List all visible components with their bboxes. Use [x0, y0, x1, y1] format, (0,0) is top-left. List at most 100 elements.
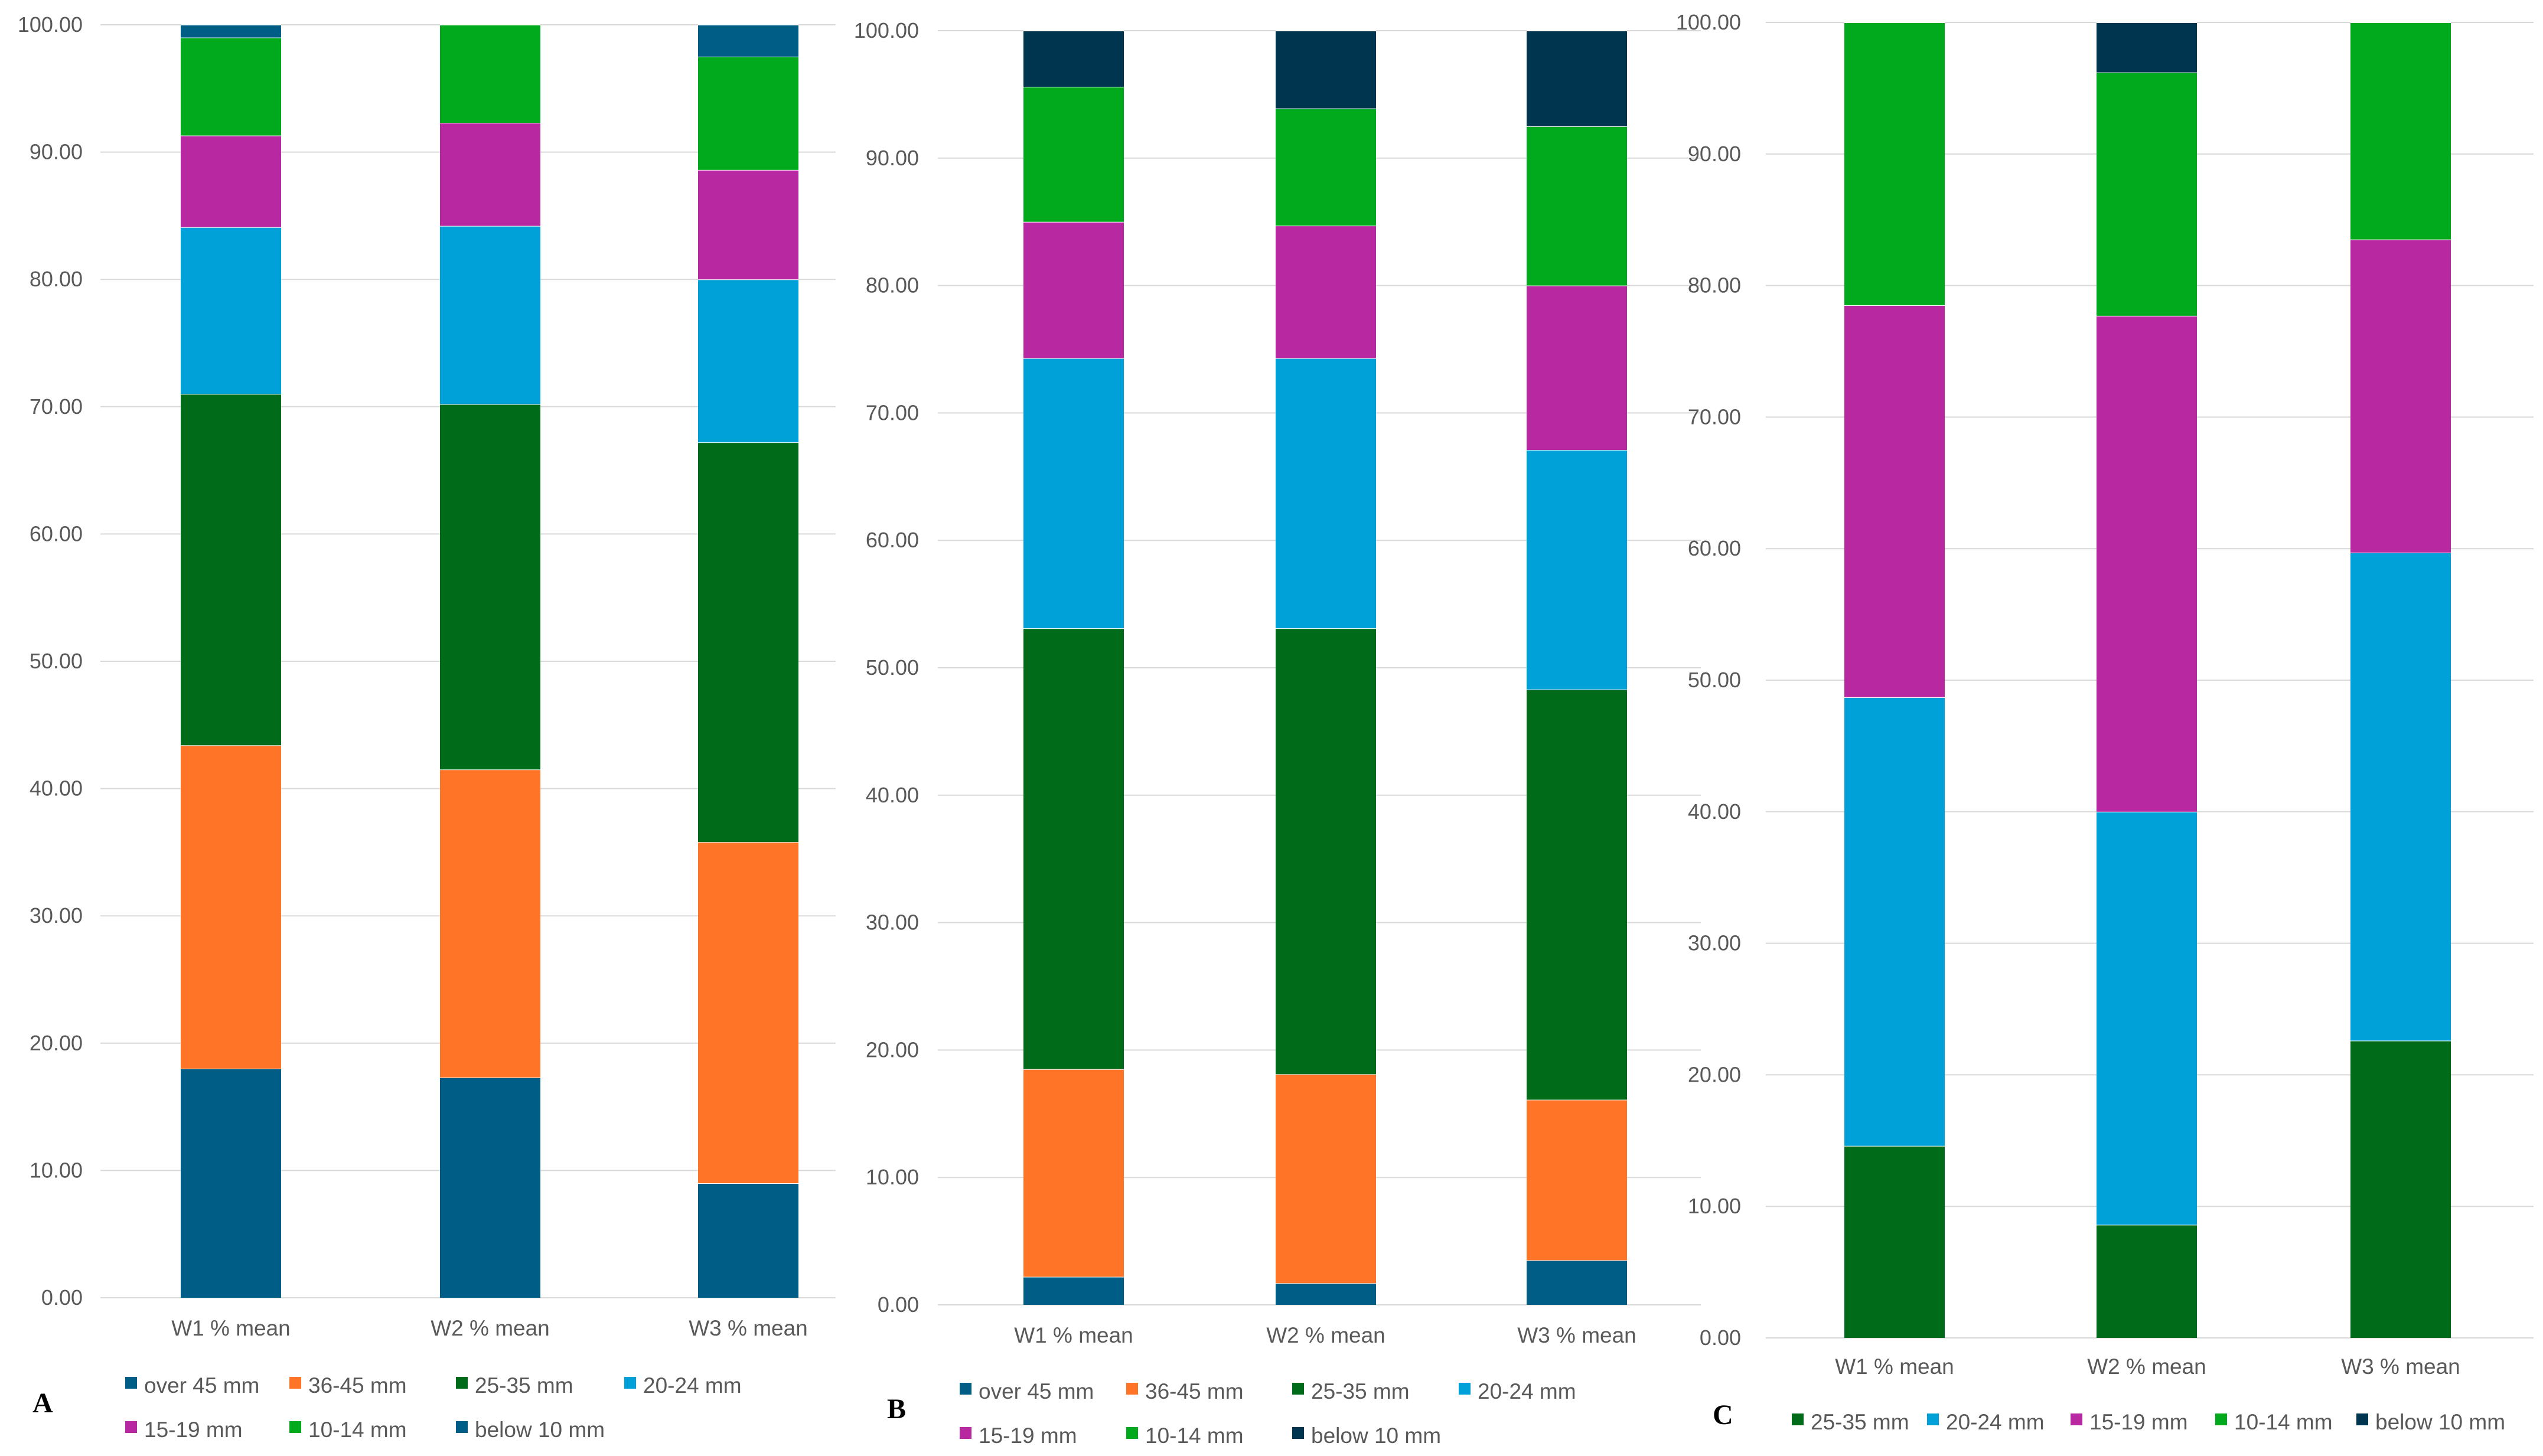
- y-tick-label: 40.00: [866, 783, 919, 807]
- y-tick-label: 20.00: [30, 1031, 83, 1055]
- x-category-label: W3 % mean: [1517, 1323, 1636, 1347]
- legend-swatch-20-24-mm: [624, 1377, 636, 1389]
- bar-segment-25-35-mm-w1-pct-mean: [181, 394, 281, 746]
- bar-segment-below-10-mm-w2-pct-mean: [2097, 22, 2197, 73]
- y-tick-label: 100.00: [18, 12, 83, 37]
- y-tick-label: 20.00: [866, 1037, 919, 1062]
- legend-swatch-25-35-mm: [1292, 1383, 1304, 1395]
- panel-label: A: [32, 1388, 53, 1419]
- bar-segment-10-14-mm-w3-pct-mean: [1527, 126, 1627, 286]
- legend-swatch-10-14-mm: [289, 1421, 301, 1433]
- bar-segment-below-10-mm-w3-pct-mean: [1527, 31, 1627, 126]
- x-category-label: W2 % mean: [1266, 1323, 1385, 1347]
- y-tick-label: 60.00: [1688, 536, 1741, 560]
- bar-segment-20-24-mm-w3-pct-mean: [698, 279, 798, 443]
- legend-label-over-45-mm: over 45 mm: [144, 1373, 259, 1398]
- legend-label-15-19-mm: 15-19 mm: [2089, 1410, 2188, 1434]
- bar-segment-20-24-mm-w2-pct-mean: [1276, 358, 1376, 629]
- legend-swatch-25-35-mm: [456, 1377, 468, 1389]
- x-category-label: W2 % mean: [2087, 1354, 2206, 1379]
- y-tick-label: 0.00: [878, 1292, 919, 1317]
- x-category-label: W1 % mean: [1835, 1354, 1954, 1379]
- legend-label-25-35-mm: 25-35 mm: [475, 1373, 573, 1398]
- y-tick-label: 50.00: [30, 649, 83, 673]
- bar-segment-over-45-mm-w1-pct-mean: [1023, 1277, 1124, 1305]
- legend-swatch-10-14-mm: [2215, 1413, 2227, 1425]
- bar-segment-10-14-mm-w3-pct-mean: [2350, 22, 2451, 240]
- y-tick-label: 30.00: [866, 910, 919, 935]
- y-tick-label: 90.00: [866, 146, 919, 170]
- legend-label-15-19-mm: 15-19 mm: [144, 1418, 243, 1442]
- legend-swatch-over-45-mm: [125, 1377, 137, 1389]
- legend-swatch-25-35-mm: [1792, 1413, 1804, 1425]
- legend-swatch-20-24-mm: [1459, 1383, 1471, 1395]
- bar-segment-10-14-mm-w3-pct-mean: [698, 56, 798, 170]
- legend-label-below-10-mm: below 10 mm: [475, 1418, 605, 1442]
- legend-swatch-10-14-mm: [1126, 1427, 1138, 1439]
- legend-label-below-10-mm: below 10 mm: [1311, 1424, 1441, 1448]
- bar-segment-10-14-mm-w1-pct-mean: [181, 37, 281, 136]
- y-tick-label: 50.00: [866, 655, 919, 680]
- y-tick-label: 100.00: [854, 18, 919, 43]
- chart-panel-b: 0.00 10.00 20.00 30.00 40.00 50.00 60.00 70.00 8…: [854, 18, 1701, 1448]
- bar-segment-over-45-mm-w3-pct-mean: [698, 1183, 798, 1298]
- bar-segment-36-45-mm-w3-pct-mean: [698, 842, 798, 1183]
- bar-segment-36-45-mm-w2-pct-mean: [1276, 1074, 1376, 1284]
- bar-segment-36-45-mm-w1-pct-mean: [181, 745, 281, 1069]
- legend-swatch-36-45-mm: [289, 1377, 301, 1389]
- bar-segment-20-24-mm-w3-pct-mean: [2350, 552, 2451, 1041]
- panel-label: C: [1713, 1399, 1733, 1431]
- bar-segment-36-45-mm-w2-pct-mean: [440, 769, 540, 1078]
- y-tick-label: 70.00: [866, 400, 919, 425]
- legend-swatch-15-19-mm: [125, 1421, 137, 1433]
- bar-segment-20-24-mm-w3-pct-mean: [1527, 449, 1627, 690]
- legend-label-below-10-mm: below 10 mm: [2375, 1410, 2505, 1434]
- y-tick-label: 20.00: [1688, 1062, 1741, 1086]
- bar-segment-below-10-mm-w1-pct-mean: [181, 25, 281, 38]
- y-tick-label: 100.00: [1676, 10, 1741, 34]
- bar-segment-over-45-mm-w2-pct-mean: [1276, 1283, 1376, 1305]
- y-tick-label: 30.00: [30, 903, 83, 928]
- legend-label-25-35-mm: 25-35 mm: [1811, 1410, 1909, 1434]
- x-category-label: W1 % mean: [1014, 1323, 1133, 1347]
- y-tick-label: 80.00: [30, 267, 83, 291]
- legend-label-10-14-mm: 10-14 mm: [1145, 1424, 1244, 1448]
- legend-swatch-below-10-mm: [2356, 1413, 2368, 1425]
- y-tick-label: 30.00: [1688, 931, 1741, 955]
- chart-panel-c: 0.00 10.00 20.00 30.00 40.00 50.00 60.00 70.00 8…: [1676, 10, 2534, 1434]
- y-tick-label: 10.00: [30, 1158, 83, 1182]
- bar-segment-25-35-mm-w1-pct-mean: [1023, 628, 1124, 1069]
- bar-segment-25-35-mm-w3-pct-mean: [2350, 1040, 2451, 1338]
- legend-label-over-45-mm: over 45 mm: [979, 1379, 1094, 1403]
- y-tick-label: 90.00: [1688, 142, 1741, 166]
- bar-segment-20-24-mm-w1-pct-mean: [181, 227, 281, 394]
- bar-segment-20-24-mm-w2-pct-mean: [440, 226, 540, 404]
- bar-segment-15-19-mm-w1-pct-mean: [1844, 305, 1945, 697]
- legend-label-15-19-mm: 15-19 mm: [979, 1424, 1077, 1448]
- y-tick-label: 60.00: [866, 528, 919, 552]
- bar-segment-25-35-mm-w3-pct-mean: [1527, 689, 1627, 1100]
- x-category-label: W2 % mean: [431, 1316, 550, 1340]
- bar-segment-10-14-mm-w2-pct-mean: [1276, 108, 1376, 226]
- bar-segment-10-14-mm-w1-pct-mean: [1844, 22, 1945, 306]
- legend-label-20-24-mm: 20-24 mm: [643, 1373, 742, 1398]
- bar-segment-20-24-mm-w1-pct-mean: [1023, 358, 1124, 629]
- legend-label-36-45-mm: 36-45 mm: [308, 1373, 407, 1398]
- bar-segment-15-19-mm-w1-pct-mean: [181, 135, 281, 227]
- y-tick-label: 10.00: [866, 1165, 919, 1189]
- legend-swatch-over-45-mm: [960, 1383, 971, 1395]
- bar-segment-25-35-mm-w2-pct-mean: [1276, 628, 1376, 1075]
- bar-segment-10-14-mm-w1-pct-mean: [1023, 86, 1124, 222]
- legend-swatch-15-19-mm: [2071, 1413, 2082, 1425]
- bar-segment-15-19-mm-w2-pct-mean: [440, 123, 540, 226]
- bar-segment-below-10-mm-w1-pct-mean: [1023, 31, 1124, 87]
- bar-segment-15-19-mm-w3-pct-mean: [2350, 239, 2451, 553]
- bar-segment-15-19-mm-w1-pct-mean: [1023, 221, 1124, 358]
- y-tick-label: 80.00: [866, 273, 919, 298]
- bar-segment-15-19-mm-w3-pct-mean: [1527, 285, 1627, 450]
- y-tick-label: 90.00: [30, 140, 83, 164]
- x-category-label: W3 % mean: [2341, 1354, 2460, 1379]
- bar-segment-15-19-mm-w3-pct-mean: [698, 169, 798, 280]
- y-tick-label: 70.00: [30, 394, 83, 419]
- bar-segment-25-35-mm-w1-pct-mean: [1844, 1145, 1945, 1338]
